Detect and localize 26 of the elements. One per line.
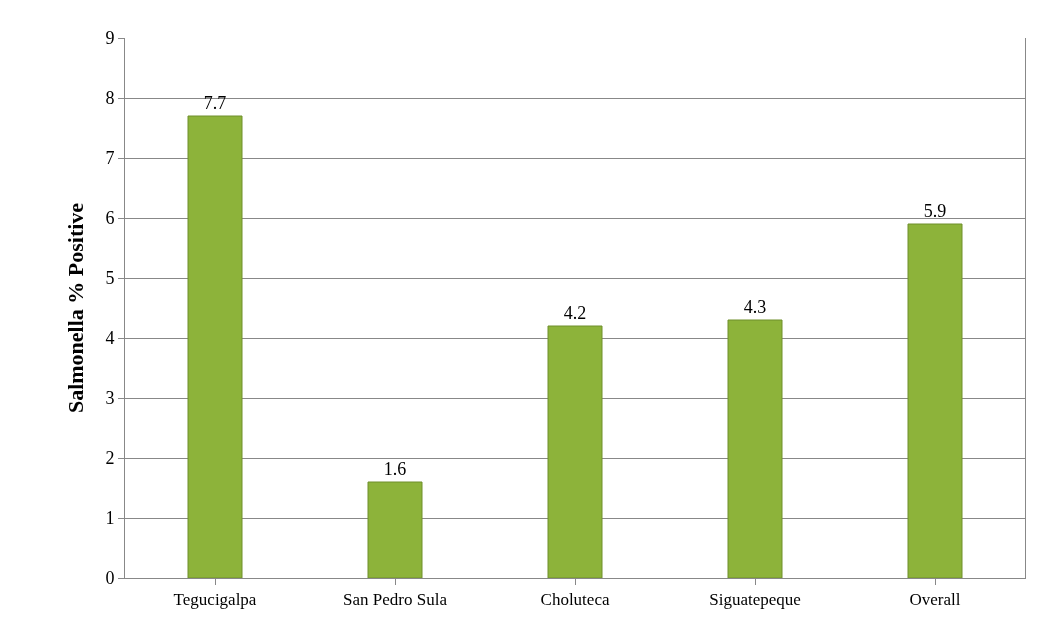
y-tick-label: 7 [105, 148, 115, 169]
y-tick-label: 9 [105, 28, 115, 49]
data-label: 5.9 [923, 201, 947, 221]
data-label: 4.2 [563, 303, 587, 323]
y-tick-label: 8 [105, 88, 115, 109]
data-label: 7.7 [203, 93, 227, 113]
data-label: 4.3 [743, 297, 767, 317]
bar [367, 481, 423, 578]
x-tick-label: Tegucigalpa [173, 590, 257, 610]
x-tick-label: Overall [909, 590, 961, 610]
y-tick-label: 6 [105, 208, 115, 229]
x-tick-label: Siguatepeque [709, 590, 801, 610]
y-tick-label: 5 [105, 268, 115, 289]
data-label: 1.6 [383, 459, 407, 479]
bar [187, 115, 243, 578]
bar [547, 325, 603, 578]
y-tick-label: 0 [105, 568, 115, 589]
y-tick-label: 2 [105, 448, 115, 469]
bar [727, 319, 783, 578]
y-tick-label: 4 [105, 328, 115, 349]
y-tick-label: 3 [105, 388, 115, 409]
y-axis-title: Salmonella % Positive [63, 202, 89, 414]
y-tick-label: 1 [105, 508, 115, 529]
x-tick-label: Choluteca [540, 590, 610, 610]
x-tick-label: San Pedro Sula [343, 590, 448, 610]
bar [907, 223, 963, 578]
